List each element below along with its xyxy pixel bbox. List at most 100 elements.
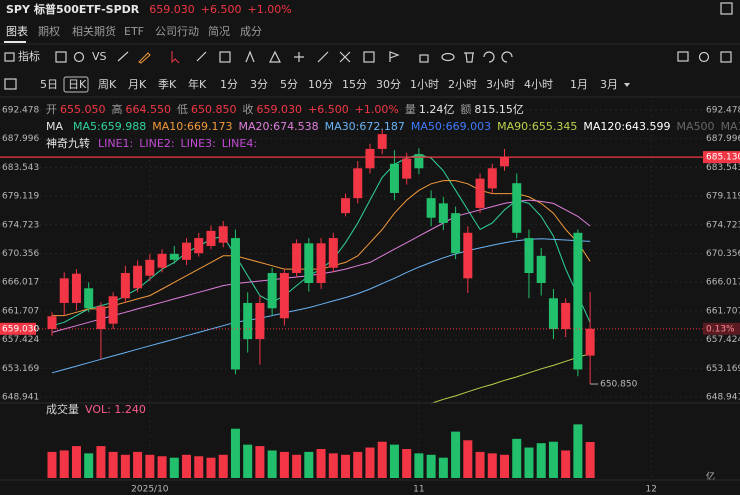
tab[interactable]: 期权 <box>38 25 60 38</box>
y-tick-label-left: 648.941 <box>2 393 39 403</box>
timeframe[interactable]: 5日 <box>40 78 58 91</box>
timeframe[interactable]: 5分 <box>280 78 298 91</box>
pen-icon[interactable] <box>138 52 151 64</box>
candle-body <box>47 316 57 330</box>
redo-icon[interactable] <box>501 51 513 63</box>
change: +6.500 <box>201 3 242 16</box>
ma-line <box>51 238 591 374</box>
tab[interactable]: 成分 <box>240 25 262 38</box>
volume-bar <box>255 446 265 478</box>
volume-unit: 亿 <box>706 471 715 483</box>
tool-icon[interactable] <box>363 51 375 63</box>
timeframe[interactable]: 周K <box>98 78 117 91</box>
camera-icon[interactable] <box>677 51 689 62</box>
tab[interactable]: 相关期货 <box>72 24 116 38</box>
tool-icon[interactable] <box>196 51 207 62</box>
y-tick-label: 692.478 <box>706 105 740 115</box>
timeframe[interactable]: 30分 <box>376 78 401 91</box>
timeframe[interactable]: 1分 <box>220 78 238 91</box>
timeframe[interactable]: 2小时 <box>448 78 477 91</box>
tool-icon[interactable] <box>55 51 67 63</box>
tool-icon[interactable] <box>317 51 329 63</box>
tool-icon[interactable] <box>219 51 231 63</box>
eye-icon[interactable] <box>441 52 455 62</box>
info-label: 量 <box>405 103 416 116</box>
candle-body <box>341 198 351 214</box>
timeframe[interactable]: 季K <box>158 78 177 91</box>
timeframe[interactable]: 年K <box>188 77 207 91</box>
volume-title: 成交量 VOL: 1.240 <box>46 402 146 416</box>
x-tick-label: 2025/10 <box>131 485 169 495</box>
ma-item: MA50:669.003 <box>411 120 491 133</box>
candle-body <box>389 163 399 193</box>
candle-body <box>475 178 485 208</box>
name: 标普500ETF-SPDR <box>33 2 140 16</box>
td-title: 神奇九转 <box>46 136 90 150</box>
title: SPY 标普500ETF-SPDR 659.030 +6.500 +1.00% <box>6 2 292 16</box>
timeframe[interactable]: 4小时 <box>524 78 553 91</box>
layout-icon[interactable] <box>720 51 732 63</box>
timeframe[interactable]: 月K <box>128 78 147 91</box>
tab[interactable]: 简况 <box>208 24 230 38</box>
y-tick-label-left: 657.424 <box>2 335 39 345</box>
volume-bar <box>475 451 485 478</box>
timeframe[interactable]: 3小时 <box>486 78 515 91</box>
lock-icon[interactable] <box>419 54 429 63</box>
tool-icon[interactable] <box>339 51 351 63</box>
candle-body <box>157 253 167 268</box>
candle-body <box>96 306 106 330</box>
volume-bar <box>463 440 473 478</box>
tab[interactable]: 图表 <box>6 24 28 38</box>
volume-bar <box>500 454 510 478</box>
expand-icon[interactable] <box>720 2 733 15</box>
tool-icon[interactable] <box>117 51 129 62</box>
tool-icon[interactable] <box>294 52 304 62</box>
candle-body <box>84 288 94 309</box>
y-tick-label-left: 683.543 <box>2 163 39 173</box>
candle-body <box>414 154 424 169</box>
ohlc-row: 开 655.050 高 664.550 低 650.850 收 659.030 +6.500 +1… <box>46 102 524 116</box>
vs[interactable]: VS <box>92 50 107 63</box>
timeframe[interactable]: 日K <box>68 78 87 91</box>
ohlc-value: 650.850 <box>191 103 237 116</box>
y-tick-label-left: 661.707 <box>2 306 39 316</box>
timeframe[interactable]: 3月 <box>600 78 618 91</box>
candle-body <box>316 243 326 283</box>
y-tick-label: 683.543 <box>706 163 740 173</box>
y-tick-label: 670.356 <box>706 249 740 259</box>
symbol: SPY <box>6 3 31 16</box>
settings-icon[interactable] <box>698 51 710 63</box>
tab[interactable]: 公司行动 <box>155 25 199 38</box>
timeframe[interactable]: 1小时 <box>410 78 439 91</box>
timeframe[interactable]: 1月 <box>570 78 588 91</box>
ref-label: 685.130 <box>706 153 740 163</box>
tool-icon[interactable] <box>389 51 400 62</box>
layout-toggle[interactable] <box>4 78 17 90</box>
candle-body <box>548 298 558 330</box>
volume-bar <box>267 450 277 478</box>
timeframe[interactable]: 15分 <box>342 78 367 91</box>
tool-icon[interactable] <box>269 50 281 63</box>
volume-bar <box>108 451 118 478</box>
cursor-icon[interactable] <box>171 51 180 64</box>
vol-label: VOL: 1.240 <box>85 403 146 416</box>
undo-icon[interactable] <box>483 51 495 63</box>
last-price-label: 659.030 <box>2 324 39 334</box>
tool-icon[interactable] <box>73 51 85 63</box>
volume-bar <box>389 444 399 478</box>
ohlc-label: 收 <box>243 102 254 116</box>
indicator[interactable]: 指标 <box>18 49 40 63</box>
volume-bar <box>402 449 412 478</box>
low-marker-label: 650.850 <box>600 380 637 390</box>
volume-bar <box>194 456 204 478</box>
volume-bar <box>438 457 448 478</box>
timeframe[interactable]: 10分 <box>308 78 333 91</box>
indicator-icon[interactable] <box>4 52 15 62</box>
tab[interactable]: ETF <box>124 25 144 38</box>
volume-bar <box>218 454 228 478</box>
timeframe[interactable]: 3分 <box>250 78 268 91</box>
trash-icon[interactable] <box>464 52 474 63</box>
volume-bar <box>512 438 522 478</box>
tool-icon[interactable] <box>245 50 255 63</box>
